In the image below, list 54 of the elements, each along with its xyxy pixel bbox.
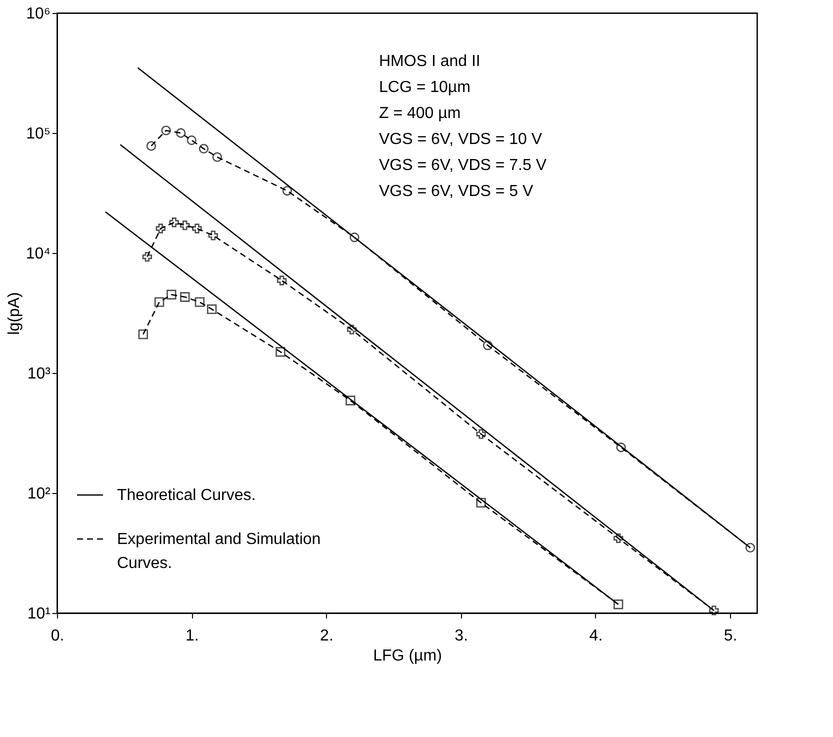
x-tick-label: 5.	[724, 628, 738, 644]
point	[346, 324, 357, 334]
point	[745, 542, 756, 553]
point	[476, 498, 486, 508]
annotation: VGS = 6V, VDS = 7.5 V	[379, 157, 547, 174]
point	[616, 442, 626, 452]
point	[156, 224, 166, 234]
y-tick-label: 10³	[27, 366, 52, 382]
point	[614, 600, 624, 610]
point	[350, 232, 360, 242]
point	[180, 220, 190, 230]
legend-label: Experimental and Simulation Curves.	[117, 531, 321, 572]
x-axis-title: LFG (µm)	[373, 648, 442, 664]
annotation: Z = 400 µm	[379, 105, 461, 122]
annotation: HMOS I and II	[379, 53, 480, 70]
x-tick-label: 0.	[50, 628, 64, 644]
point	[154, 297, 164, 307]
point	[138, 330, 148, 340]
annotation: VGS = 6V, VDS = 10 V	[379, 131, 542, 148]
point	[276, 347, 286, 357]
point	[614, 533, 624, 544]
annotation: VGS = 6V, VDS = 5 V	[379, 183, 534, 200]
x-tick-label: 4.	[589, 628, 603, 644]
point	[476, 429, 486, 439]
y-axis-title: lg(pA)	[6, 292, 23, 335]
x-tick-label: 1.	[185, 628, 199, 644]
point	[169, 218, 179, 228]
point	[161, 126, 171, 136]
point	[176, 128, 186, 138]
point	[180, 292, 190, 302]
y-tick-label: 10²	[27, 486, 52, 502]
point	[482, 340, 493, 350]
legend-label: Theoretical Curves.	[117, 487, 256, 504]
y-tick-label: 10⁴	[26, 246, 51, 262]
y-tick-label: 10¹	[27, 606, 50, 622]
point	[206, 304, 217, 314]
point	[166, 290, 176, 300]
point	[186, 135, 196, 146]
point	[212, 152, 222, 162]
x-tick-label: 2.	[320, 628, 334, 644]
point	[198, 144, 209, 154]
x-tick-label: 3.	[454, 628, 468, 644]
point	[208, 230, 218, 240]
point	[192, 224, 202, 234]
point	[146, 141, 156, 151]
point	[142, 252, 152, 262]
point	[194, 297, 205, 307]
y-tick-label: 10⁶	[26, 6, 50, 22]
point	[346, 396, 356, 406]
point	[282, 186, 292, 196]
annotation: LCG = 10µm	[379, 79, 470, 96]
point	[709, 606, 719, 616]
y-tick-label: 10⁵	[26, 126, 50, 142]
point	[276, 276, 287, 286]
